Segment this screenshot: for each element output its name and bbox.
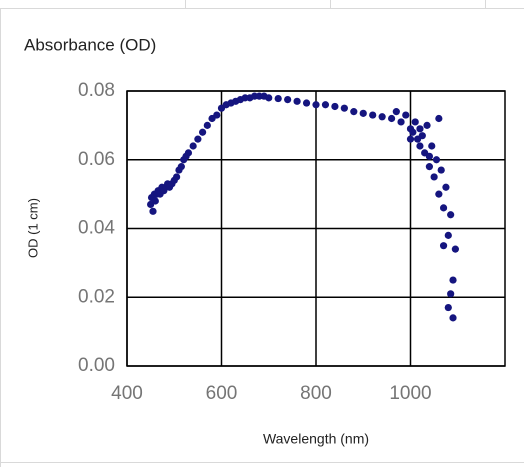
- point: [444, 231, 452, 239]
- y-tick-label: 0.04: [78, 218, 115, 239]
- point: [293, 97, 301, 105]
- point: [437, 166, 445, 174]
- x-tick-label: 400: [111, 383, 143, 404]
- chart-title: Absorbance (OD): [24, 35, 156, 54]
- point: [284, 95, 292, 104]
- point: [435, 190, 443, 198]
- point: [428, 142, 436, 150]
- x-tick-label: 600: [206, 383, 238, 404]
- point: [213, 111, 221, 119]
- point: [321, 101, 330, 109]
- point: [449, 276, 457, 284]
- point: [184, 149, 193, 157]
- point: [418, 132, 426, 140]
- y-tick-label: 0.06: [78, 149, 115, 170]
- point: [194, 135, 202, 143]
- point: [265, 94, 273, 102]
- y-axis-label: OD (1 cm): [25, 198, 40, 258]
- point: [189, 142, 197, 150]
- point: [425, 163, 433, 171]
- point: [402, 111, 410, 119]
- point: [439, 242, 448, 250]
- point: [416, 125, 424, 133]
- point: [388, 114, 396, 123]
- point: [406, 135, 415, 143]
- plot-border: [126, 90, 506, 367]
- point: [173, 173, 181, 181]
- point: [435, 114, 443, 123]
- point: [451, 245, 459, 253]
- point: [409, 128, 417, 136]
- point: [447, 290, 455, 298]
- point: [416, 142, 424, 150]
- point: [432, 156, 441, 164]
- point: [350, 108, 358, 116]
- point: [423, 121, 431, 129]
- point: [302, 99, 311, 107]
- point: [151, 197, 159, 205]
- point: [359, 109, 367, 117]
- point: [331, 102, 339, 111]
- point: [369, 111, 377, 119]
- point: [312, 101, 320, 109]
- point: [199, 128, 207, 136]
- point: [177, 163, 185, 171]
- y-tick-label: 0.00: [78, 355, 115, 376]
- point: [444, 303, 452, 312]
- point: [439, 204, 448, 212]
- point: [411, 118, 419, 126]
- point: [449, 314, 457, 322]
- point: [203, 121, 211, 129]
- point: [149, 207, 157, 215]
- point: [397, 118, 405, 126]
- point: [378, 113, 386, 121]
- point: [392, 108, 400, 116]
- point: [340, 104, 348, 112]
- point: [447, 211, 455, 219]
- x-tick-label: 1000: [389, 383, 431, 404]
- point: [442, 183, 450, 191]
- point: [425, 152, 433, 160]
- y-tick-label: 0.08: [78, 80, 115, 101]
- x-tick-label: 800: [300, 383, 332, 404]
- point: [274, 94, 282, 103]
- point: [430, 173, 438, 181]
- y-tick-label: 0.02: [78, 286, 115, 307]
- x-axis-label: Wavelength (nm): [263, 431, 369, 447]
